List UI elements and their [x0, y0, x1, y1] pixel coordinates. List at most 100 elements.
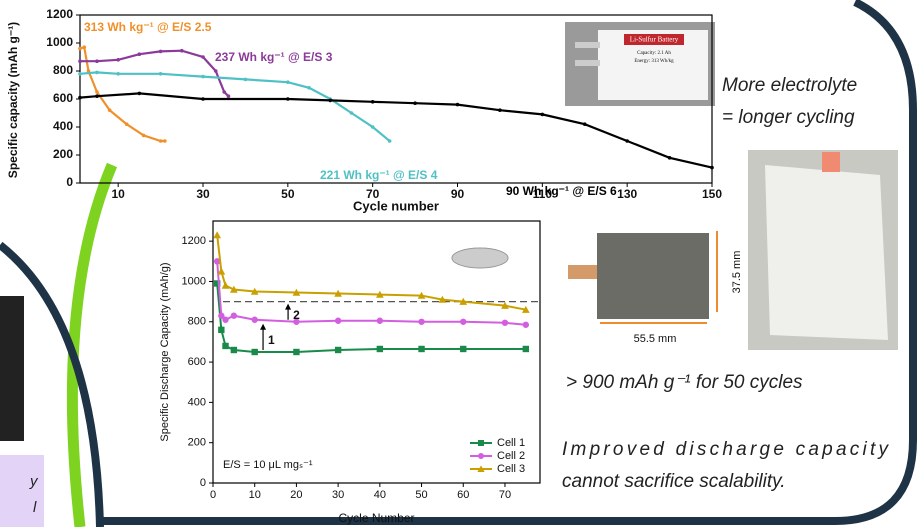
marker [502, 320, 508, 326]
marker [95, 94, 99, 98]
marker [328, 99, 332, 103]
marker [252, 349, 258, 355]
marker [116, 58, 120, 62]
slide: y l Li-Sulfur Battery Capacity: 2.1 Ah E… [0, 0, 917, 527]
marker [625, 139, 629, 143]
marker [418, 346, 424, 352]
marker [159, 139, 163, 143]
x-tick-label: 50 [281, 187, 295, 201]
arrow-label: 1 [268, 333, 275, 347]
series-label: 90 Wh kg⁻¹ @ E/S 6 [506, 184, 617, 198]
marker [244, 78, 248, 82]
marker [523, 322, 529, 328]
x-tick-label: 10 [249, 489, 261, 501]
series-line [217, 235, 526, 310]
marker [460, 319, 466, 325]
marker [371, 125, 375, 129]
marker [95, 71, 99, 75]
marker [201, 97, 205, 101]
marker [222, 317, 228, 323]
annotation: E/S = 10 μL mgₛ⁻¹ [223, 459, 313, 471]
marker [377, 318, 383, 324]
dim-label: 55.5 mm [634, 333, 677, 345]
dim-label: 37.5 mm [731, 251, 743, 294]
marker [213, 231, 221, 238]
marker [95, 90, 99, 94]
battery-label: Li-Sulfur Battery [630, 36, 679, 44]
marker [668, 156, 672, 160]
marker [214, 69, 218, 73]
marker [231, 347, 237, 353]
marker [180, 49, 184, 53]
arrow-head [260, 324, 266, 330]
green-arc [72, 165, 112, 527]
y-axis-title: Specific capacity (mAh g⁻¹) [6, 22, 20, 178]
pouch-tab [822, 152, 840, 172]
y-tick-label: 400 [188, 396, 206, 408]
marker [307, 86, 311, 90]
battery-label: Energy: 313 Wh/kg [634, 59, 674, 64]
marker [116, 72, 120, 76]
y-axis-title: Specific Discharge Capacity (mAh/g) [159, 262, 171, 441]
marker [388, 139, 392, 143]
marker [222, 282, 230, 289]
electrode-stack [597, 233, 709, 319]
x-axis-title: Cycle number [353, 198, 439, 213]
series-line [217, 261, 526, 324]
arrow-head [285, 304, 291, 310]
series-label: 237 Wh kg⁻¹ @ E/S 3 [215, 50, 333, 64]
marker [138, 52, 142, 56]
note-text: = longer cycling [722, 107, 855, 128]
note-box [0, 455, 44, 527]
legend-label: Cell 3 [497, 463, 525, 475]
marker [201, 55, 205, 59]
note-text: More electrolyte [722, 75, 857, 96]
marker [293, 349, 299, 355]
note-text: Improved discharge capacity [562, 439, 890, 460]
y-tick-label: 600 [188, 356, 206, 368]
y-tick-label: 600 [53, 91, 73, 105]
series-line [80, 72, 390, 141]
marker [498, 108, 502, 112]
marker [108, 108, 112, 112]
battery-tab [575, 42, 600, 48]
marker [335, 318, 341, 324]
x-tick-label: 60 [457, 489, 469, 501]
x-tick-label: 20 [290, 489, 302, 501]
marker [413, 101, 417, 105]
y-tick-label: 800 [188, 316, 206, 328]
marker [95, 59, 99, 63]
x-tick-label: 90 [451, 187, 465, 201]
marker [523, 346, 529, 352]
y-tick-label: 200 [53, 147, 73, 161]
marker [78, 59, 82, 63]
marker [286, 97, 290, 101]
y-tick-label: 1200 [46, 7, 73, 21]
x-tick-label: 70 [499, 489, 511, 501]
x-tick-label: 10 [111, 187, 125, 201]
marker [125, 122, 129, 126]
marker [142, 134, 146, 138]
marker [478, 453, 484, 459]
marker [138, 92, 142, 96]
marker [201, 75, 205, 79]
coin-cell [452, 248, 508, 268]
x-axis-title: Cycle Number [338, 511, 414, 525]
battery-label: Capacity: 2.1 Ah [637, 51, 671, 56]
y-tick-label: 1000 [46, 35, 73, 49]
note-text: > 900 mAh g⁻¹ for 50 cycles [566, 372, 803, 393]
marker [252, 317, 258, 323]
marker [159, 50, 163, 54]
electrode-tab [568, 265, 600, 279]
marker [583, 122, 587, 126]
y-tick-label: 400 [53, 119, 73, 133]
marker [286, 80, 290, 84]
x-tick-label: 50 [415, 489, 427, 501]
x-tick-label: 150 [702, 187, 722, 201]
marker [78, 47, 82, 51]
legend-label: Cell 2 [497, 450, 525, 462]
x-tick-label: 30 [332, 489, 344, 501]
marker [335, 347, 341, 353]
marker [82, 45, 86, 49]
marker [350, 111, 354, 115]
